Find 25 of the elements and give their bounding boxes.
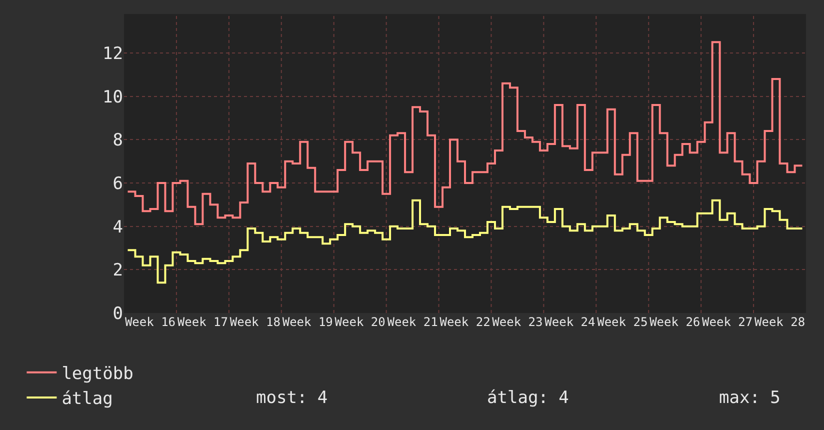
y-tick-label: 0 (112, 304, 123, 324)
x-tick-label: Week 19 (282, 315, 333, 329)
text: most: 4 (256, 388, 328, 408)
x-tick-label: Week 27 (702, 315, 753, 329)
x-tick-label: Week 22 (440, 315, 490, 329)
y-tick-label: 4 (112, 217, 123, 238)
x-tick-label: Week 17 (177, 315, 228, 329)
y-tick-label: 12 (102, 44, 123, 64)
legend-label: legtöbb (62, 364, 134, 384)
x-tick-label: Week 20 (334, 315, 386, 329)
x-tick-label: Week 26 (650, 315, 700, 329)
x-tick-label: Week 21 (387, 315, 438, 329)
legend-label: átlag (62, 389, 113, 410)
y-tick-label: 8 (112, 130, 123, 151)
x-tick-label: Week 24 (544, 315, 596, 329)
x-tick-label: Week 28 (754, 315, 806, 329)
x-tick-label: Week 23 (492, 315, 543, 329)
y-tick-label: 6 (112, 174, 123, 194)
text: átlag: 4 (487, 388, 569, 408)
y-tick-label: 2 (112, 260, 123, 281)
x-tick-label: Week 18 (230, 315, 280, 329)
x-tick-label: Week 25 (597, 315, 648, 329)
text: max: 5 (719, 388, 780, 408)
y-tick-label: 10 (102, 87, 123, 108)
x-tick-label: Week 16 (124, 315, 176, 329)
